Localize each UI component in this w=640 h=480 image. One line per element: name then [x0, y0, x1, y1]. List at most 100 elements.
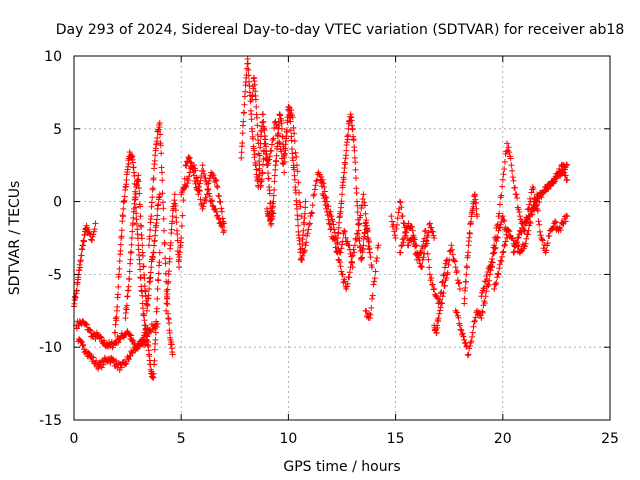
- data-point: [491, 285, 498, 292]
- data-point: [260, 111, 267, 118]
- data-point: [251, 81, 258, 88]
- data-point: [176, 264, 183, 271]
- data-point: [342, 161, 349, 168]
- data-point: [156, 191, 163, 198]
- data-point: [530, 186, 537, 193]
- data-point: [305, 226, 312, 233]
- data-point: [258, 176, 265, 183]
- data-point: [362, 219, 369, 226]
- data-point: [352, 175, 359, 182]
- data-point: [288, 107, 295, 114]
- data-point: [240, 118, 247, 125]
- data-point: [151, 346, 158, 353]
- data-point: [109, 357, 116, 364]
- data-point: [405, 220, 412, 227]
- data-point: [500, 216, 507, 223]
- data-point: [453, 269, 460, 276]
- data-point: [459, 330, 466, 337]
- data-point: [495, 213, 502, 220]
- data-point: [116, 360, 123, 367]
- data-point: [264, 162, 271, 169]
- data-point: [483, 288, 490, 295]
- data-point: [516, 208, 523, 215]
- data-point: [303, 239, 310, 246]
- data-point: [76, 322, 83, 329]
- data-point: [366, 238, 373, 245]
- data-point: [511, 184, 518, 191]
- data-point: [90, 231, 97, 238]
- data-point: [523, 235, 530, 242]
- data-point: [345, 132, 352, 139]
- data-point: [209, 202, 216, 209]
- data-point: [287, 127, 294, 134]
- data-point: [124, 293, 131, 300]
- data-point: [311, 186, 318, 193]
- data-point: [313, 177, 320, 184]
- data-point: [137, 266, 144, 273]
- data-point: [300, 227, 307, 234]
- data-point: [115, 339, 122, 346]
- data-point: [343, 147, 350, 154]
- data-point: [119, 218, 126, 225]
- data-point: [500, 248, 507, 255]
- data-point: [392, 235, 399, 241]
- data-point: [77, 264, 84, 271]
- data-point: [255, 140, 262, 147]
- data-point: [301, 210, 308, 217]
- data-point: [394, 215, 401, 222]
- data-point: [352, 159, 359, 166]
- data-point: [191, 178, 198, 185]
- data-point: [298, 213, 305, 220]
- data-point: [333, 240, 340, 247]
- data-point: [489, 259, 496, 266]
- data-point: [354, 209, 361, 216]
- data-point: [291, 176, 298, 183]
- data-point: [203, 181, 210, 188]
- data-point: [426, 264, 433, 271]
- data-point: [409, 227, 416, 234]
- data-point: [522, 240, 529, 247]
- data-point: [473, 199, 479, 206]
- x-tick-label: 15: [387, 431, 405, 447]
- data-point: [273, 158, 280, 165]
- data-point: [481, 285, 488, 292]
- y-axis-label: SDTVAR / TECUs: [7, 181, 23, 296]
- data-point: [86, 230, 93, 237]
- data-point: [307, 213, 314, 220]
- data-point: [85, 226, 92, 233]
- data-point: [270, 198, 277, 205]
- data-point: [131, 205, 138, 212]
- data-point: [485, 282, 492, 289]
- data-point: [537, 232, 544, 239]
- data-point: [366, 310, 373, 317]
- data-point: [128, 235, 135, 241]
- data-point: [539, 236, 546, 243]
- data-point: [149, 185, 156, 192]
- data-point: [147, 226, 154, 233]
- data-point: [123, 302, 130, 309]
- data-point: [160, 215, 167, 222]
- data-point: [138, 223, 145, 230]
- data-point: [141, 317, 148, 324]
- data-point: [526, 222, 533, 229]
- data-point: [221, 227, 228, 234]
- data-point: [185, 154, 192, 161]
- data-point: [218, 208, 225, 215]
- data-point: [352, 235, 359, 242]
- data-point: [424, 234, 431, 241]
- data-point: [183, 162, 190, 169]
- data-point: [443, 257, 450, 264]
- data-point: [433, 330, 440, 337]
- data-point: [146, 326, 153, 333]
- data-point: [494, 274, 501, 281]
- data-point: [135, 246, 142, 253]
- data-point: [119, 213, 126, 220]
- data-point: [513, 191, 520, 198]
- data-point: [340, 279, 347, 286]
- data-point: [201, 200, 208, 207]
- data-point: [162, 270, 169, 277]
- data-point: [397, 249, 404, 256]
- data-point: [464, 352, 471, 359]
- data-point: [297, 203, 304, 210]
- data-point: [541, 241, 548, 248]
